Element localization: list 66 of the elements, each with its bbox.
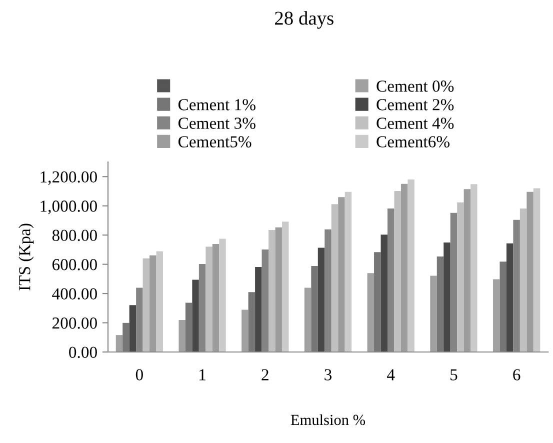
bar [500,262,506,352]
chart-title: 28 days [275,11,334,29]
bar [464,189,471,352]
x-tick-label: 2 [262,369,268,380]
bar [470,184,478,352]
bar [493,279,500,352]
legend-label: Cement 2% [376,99,454,110]
y-tick-label: 200.00 [52,317,97,329]
bar [142,258,150,352]
bar [374,252,381,352]
bar [275,227,282,352]
legend-label: Cement 4% [376,118,454,129]
x-tick-label: 4 [387,369,395,380]
bar [444,242,450,352]
legend-label: Cement 1% [178,99,256,110]
bar [150,255,156,352]
x-tick-label: 3 [324,369,332,380]
bar [526,192,534,352]
y-tick-label: 1,200.00 [40,171,97,185]
bar [520,208,527,352]
bar [185,302,192,352]
bar [331,204,338,352]
bar [533,188,540,352]
bar [178,320,186,352]
bar [116,335,123,352]
bar [129,305,136,352]
bar [156,251,163,352]
bar [212,244,220,352]
bar [430,276,437,352]
bar [506,243,514,352]
y-tick-label: 600.00 [52,259,97,270]
bar [367,273,374,352]
x-tick-label: 0 [136,369,143,380]
x-tick-label: 6 [513,369,520,380]
legend-label: Cement5% [178,136,252,148]
y-tick-label: 400.00 [52,288,97,300]
bar [457,202,464,352]
bar [400,184,408,352]
x-axis-title: Emulsion % [290,414,366,426]
bar [380,234,388,352]
bar [304,288,312,352]
y-tick-label: 1,000.00 [40,200,97,214]
x-tick-label: 1 [200,369,206,380]
bar [192,280,199,352]
legend-label: Cement 0% [376,80,454,92]
bar [255,266,262,352]
bar [318,248,325,352]
bar [268,230,276,352]
y-tick-label: 0.00 [69,346,97,358]
bar [436,256,444,352]
bar [344,192,352,352]
y-tick-label: 800.00 [52,230,97,242]
legend-label: Cement6% [376,136,450,148]
bar [338,197,345,352]
bar [311,266,318,352]
bar [408,180,414,352]
bar [242,310,248,352]
bar [206,246,212,352]
legend-label: Cement 3% [178,118,256,129]
x-tick-label: 5 [450,369,458,380]
bar [219,238,226,352]
bar [282,222,289,352]
bar [248,292,256,352]
bar [122,322,130,352]
y-axis-title: ITS (Kpa) [18,224,34,290]
bar [394,190,401,352]
